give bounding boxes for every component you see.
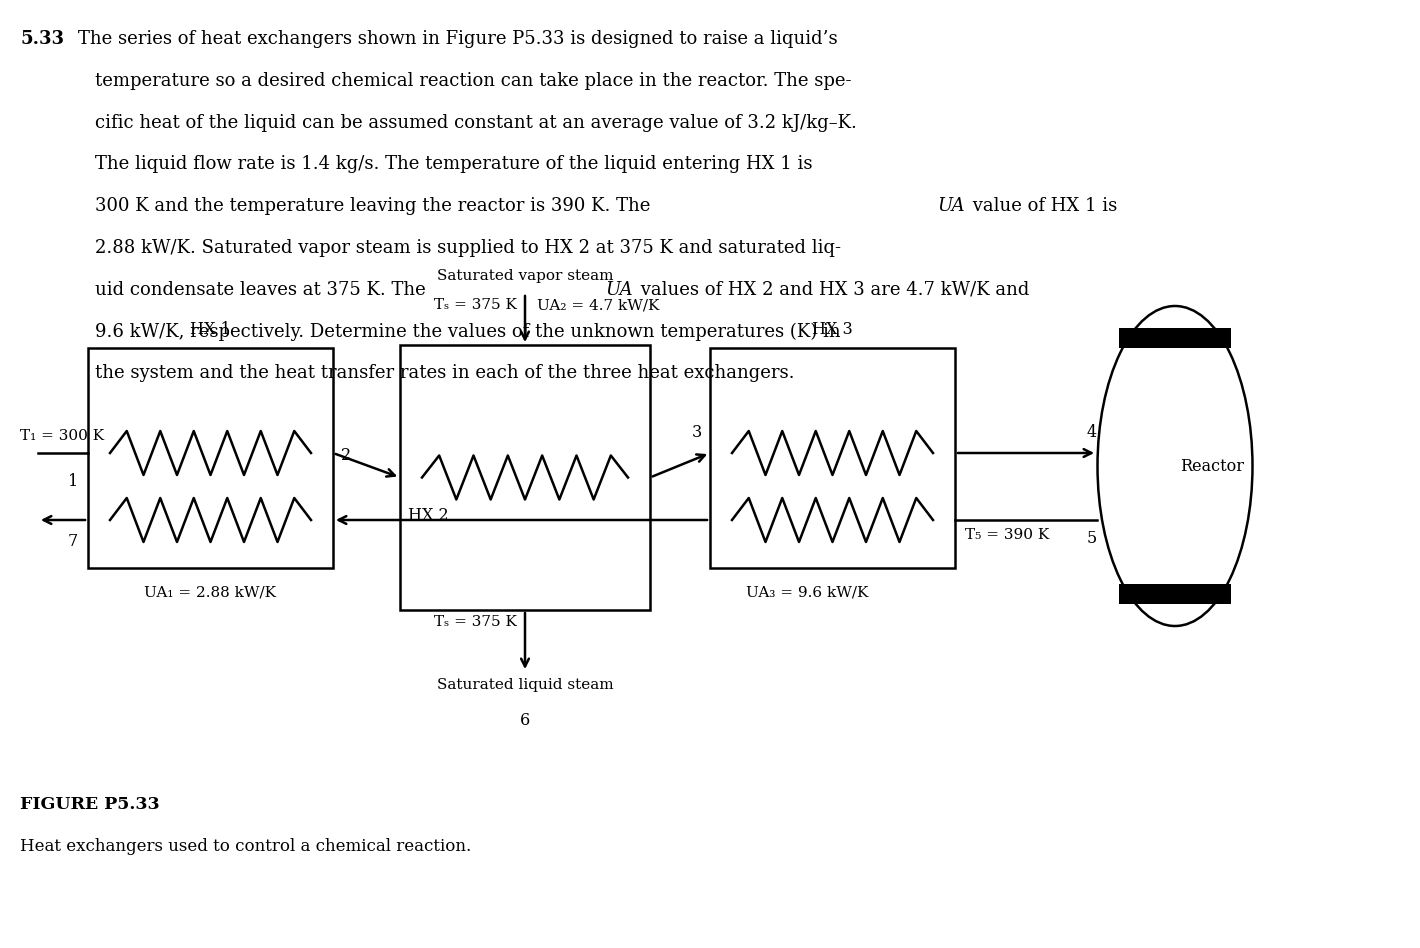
Bar (1119, 328, 1231, 348)
Bar (400, 345, 650, 610)
Text: 5: 5 (1086, 530, 1098, 547)
Text: value of HX 1 is: value of HX 1 is (967, 197, 1118, 215)
Text: The series of heat exchangers shown in Figure P5.33 is designed to raise a liqui: The series of heat exchangers shown in F… (78, 30, 838, 48)
Ellipse shape (1098, 306, 1252, 626)
Text: 5.33: 5.33 (20, 30, 64, 48)
Text: 1: 1 (68, 472, 78, 489)
Text: uid condensate leaves at 375 K. The: uid condensate leaves at 375 K. The (95, 281, 432, 299)
Text: FIGURE P5.33: FIGURE P5.33 (20, 796, 159, 813)
Text: Reactor: Reactor (1180, 458, 1244, 475)
Text: HX 2: HX 2 (408, 507, 449, 524)
Text: Saturated liquid steam: Saturated liquid steam (437, 678, 613, 692)
Bar (710, 348, 956, 568)
Text: 7: 7 (68, 534, 78, 551)
Text: The liquid flow rate is 1.4 kg/s. The temperature of the liquid entering HX 1 is: The liquid flow rate is 1.4 kg/s. The te… (95, 155, 812, 173)
Text: 2.88 kW/K. Saturated vapor steam is supplied to HX 2 at 375 K and saturated liq-: 2.88 kW/K. Saturated vapor steam is supp… (95, 239, 841, 257)
Text: the system and the heat transfer rates in each of the three heat exchangers.: the system and the heat transfer rates i… (95, 364, 795, 382)
Text: UA₁ = 2.88 kW/K: UA₁ = 2.88 kW/K (145, 586, 277, 600)
Text: UA₂ = 4.7 kW/K: UA₂ = 4.7 kW/K (537, 298, 659, 312)
Text: Saturated vapor steam: Saturated vapor steam (437, 269, 613, 283)
Text: 9.6 kW/K, respectively. Determine the values of the unknown temperatures (K) in: 9.6 kW/K, respectively. Determine the va… (95, 322, 841, 341)
Text: temperature so a desired chemical reaction can take place in the reactor. The sp: temperature so a desired chemical reacti… (95, 72, 852, 90)
Text: T₅ = 390 K: T₅ = 390 K (966, 528, 1049, 542)
Text: HX 1: HX 1 (190, 321, 231, 338)
Text: UA: UA (937, 197, 964, 215)
Text: values of HX 2 and HX 3 are 4.7 kW/K and: values of HX 2 and HX 3 are 4.7 kW/K and (635, 281, 1030, 299)
Text: UA₃ = 9.6 kW/K: UA₃ = 9.6 kW/K (747, 586, 869, 600)
Text: Tₛ = 375 K: Tₛ = 375 K (435, 298, 517, 312)
Text: HX 3: HX 3 (812, 321, 853, 338)
Text: 300 K and the temperature leaving the reactor is 390 K. The: 300 K and the temperature leaving the re… (95, 197, 656, 215)
Text: UA: UA (605, 281, 633, 299)
Text: Heat exchangers used to control a chemical reaction.: Heat exchangers used to control a chemic… (20, 838, 471, 855)
Bar (1119, 584, 1231, 604)
Text: 4: 4 (1086, 424, 1098, 441)
Text: 3: 3 (692, 424, 701, 441)
Text: Tₛ = 375 K: Tₛ = 375 K (435, 615, 517, 629)
Text: cific heat of the liquid can be assumed constant at an average value of 3.2 kJ/k: cific heat of the liquid can be assumed … (95, 114, 856, 132)
Text: 6: 6 (520, 712, 530, 729)
Text: 2: 2 (341, 447, 351, 464)
Bar (88, 348, 334, 568)
Text: T₁ = 300 K: T₁ = 300 K (20, 429, 104, 443)
